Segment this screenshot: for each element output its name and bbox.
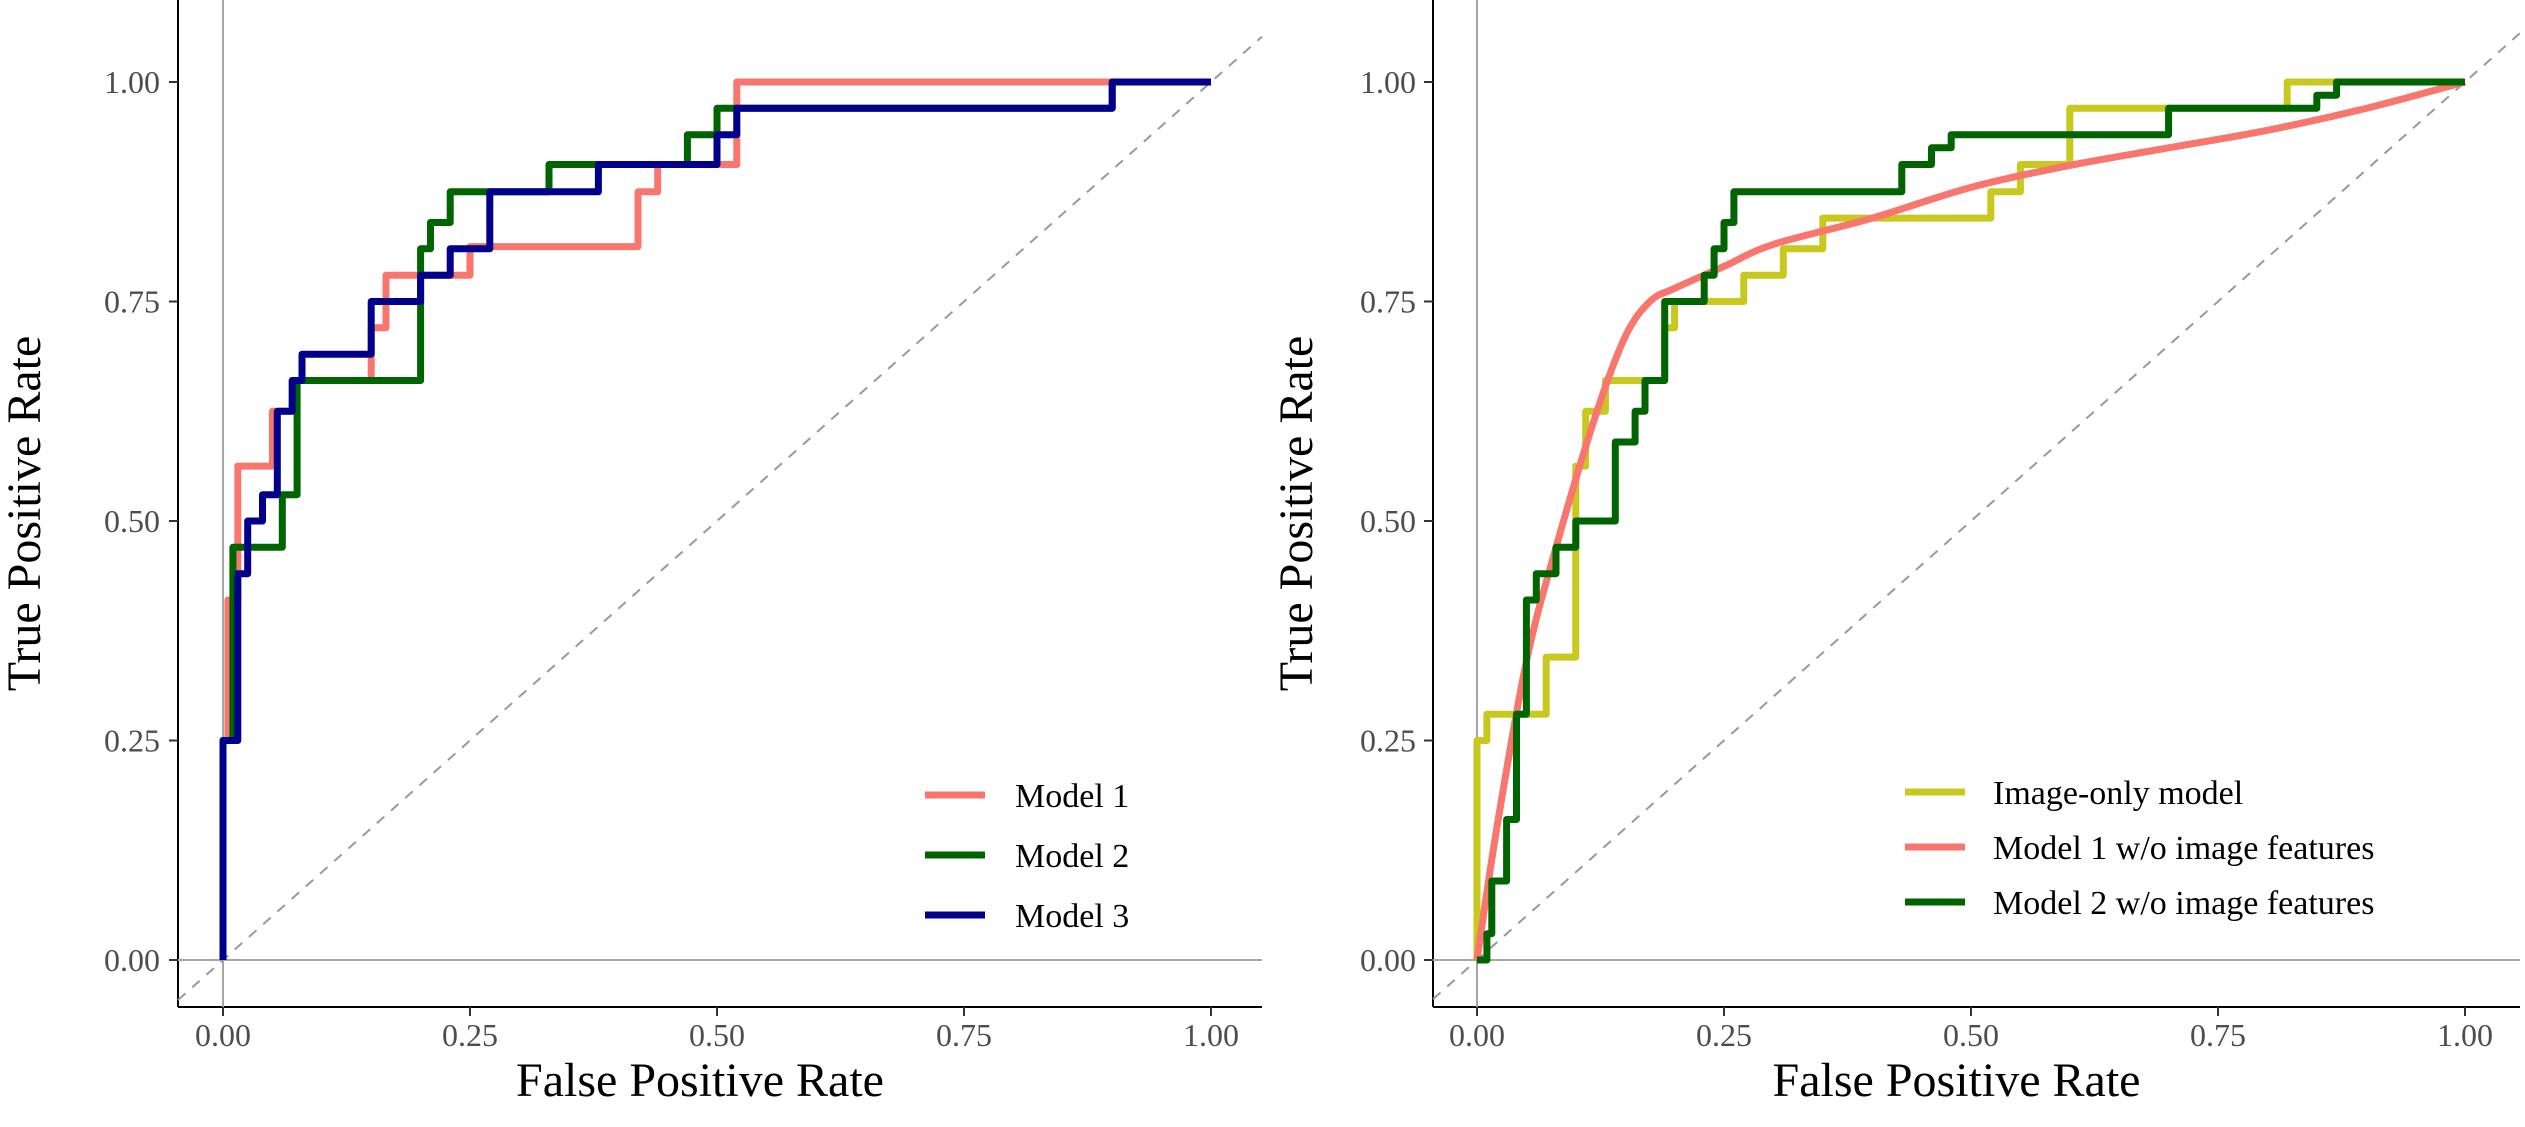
right-x-tick-label: 0.50 <box>1943 1017 1999 1053</box>
right-y-tick-label: 0.00 <box>1360 942 1416 978</box>
right-y-tick-label: 0.25 <box>1360 723 1416 759</box>
left-y-tick-label: 0.50 <box>104 503 160 539</box>
right-series-model-1-w-o-image-features <box>1473 78 2466 961</box>
left-x-tick-label: 0.25 <box>442 1017 498 1053</box>
right-y-axis-title: True Positive Rate <box>1270 336 1323 692</box>
right-legend: Image-only model Model 1 w/o image featur… <box>1905 775 2374 922</box>
left-x-tick-label: 0.50 <box>689 1017 745 1053</box>
right-x-tick-label: 0.25 <box>1696 1017 1752 1053</box>
left-series-model-3 <box>219 78 1211 960</box>
left-legend-label-model-2: Model 2 <box>1015 838 1129 875</box>
right-series-model-2-w-o-image-features <box>1477 78 2465 964</box>
right-roc-panel: 0.00 0.25 0.50 0.75 1.00 0.00 0.25 0.50 0.75 1.00… <box>1270 0 2521 1107</box>
right-legend-label-image-only-model: Image-only model <box>1993 775 2243 812</box>
right-y-tick-label: 0.75 <box>1360 284 1416 320</box>
left-legend-label-model-3: Model 3 <box>1015 898 1129 935</box>
left-diagonal-reference <box>177 35 1263 1001</box>
left-y-tick-label: 1.00 <box>104 64 160 100</box>
right-x-tick-label: 0.00 <box>1449 1017 1505 1053</box>
left-y-tick-label: 0.00 <box>104 942 160 978</box>
left-legend: Model 1 Model 2 Model 3 <box>925 778 1129 935</box>
right-legend-label-model-1-w-o-image-features: Model 1 w/o image features <box>1993 830 2374 867</box>
right-y-tick-label: 0.50 <box>1360 503 1416 539</box>
right-y-tick-label: 1.00 <box>1360 64 1416 100</box>
right-x-tick-label: 1.00 <box>2437 1017 2493 1053</box>
left-y-axis-title: True Positive Rate <box>0 336 51 692</box>
right-legend-label-model-2-w-o-image-features: Model 2 w/o image features <box>1993 885 2374 922</box>
right-x-axis-title: False Positive Rate <box>1773 1054 2141 1107</box>
right-x-tick-label: 0.75 <box>2190 1017 2246 1053</box>
right-diagonal-reference <box>1432 32 2521 1000</box>
left-roc-panel: 0.00 0.25 0.50 0.75 1.00 0.00 0.25 0.50 0.75 1.00… <box>0 0 1263 1107</box>
left-legend-label-model-1: Model 1 <box>1015 778 1129 815</box>
left-x-tick-label: 0.00 <box>195 1017 251 1053</box>
left-series-model-2 <box>219 78 1211 960</box>
left-x-axis-title: False Positive Rate <box>516 1054 884 1107</box>
left-x-tick-label: 1.00 <box>1183 1017 1239 1053</box>
left-y-tick-label: 0.75 <box>104 284 160 320</box>
left-x-tick-label: 0.75 <box>936 1017 992 1053</box>
left-y-tick-label: 0.25 <box>104 723 160 759</box>
